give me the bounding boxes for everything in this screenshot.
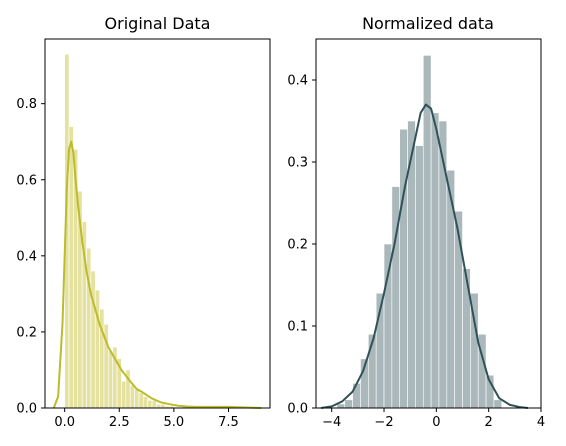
- normalized-data-title: Normalized data: [362, 14, 494, 33]
- normalized-data-y-tick-label: 0.3: [287, 156, 308, 171]
- normalized-data-bars: [336, 55, 503, 409]
- normalized-data-histogram-bar: [430, 112, 440, 409]
- original-data-histogram-bar: [129, 384, 135, 409]
- original-data-histogram-bar: [108, 350, 114, 409]
- normalized-data-histogram-bar: [352, 383, 361, 409]
- original-data-y-tick-label: 0.6: [16, 173, 37, 188]
- normalized-data-y-tick-label: 0.2: [287, 238, 308, 253]
- original-data-title: Original Data: [105, 14, 211, 33]
- original-data-histogram-bar: [147, 400, 153, 409]
- original-data-x-tick-label: 7.5: [218, 415, 239, 430]
- normalized-data-panel: Normalized data −4 −2 0 2 4 0.0 0.1 0.2 0.3 0.4: [287, 14, 545, 430]
- normalized-data-histogram-bar: [415, 145, 424, 409]
- original-data-y-tick-label: 0.2: [16, 325, 37, 340]
- original-data-y-tick-label: 0.8: [16, 97, 37, 112]
- original-data-histogram-bar: [156, 403, 162, 409]
- normalized-data-histogram-bar: [336, 403, 346, 409]
- normalized-data-histogram-bar: [454, 210, 463, 409]
- original-data-histogram-bar: [121, 381, 127, 409]
- original-data-histogram-bar: [138, 392, 144, 409]
- original-data-histogram-bar: [151, 400, 157, 409]
- original-data-x-tick-label: 5.0: [164, 415, 185, 430]
- original-data-panel: Original Data 0.0 2.5 5.0 7.5 0.00.20.40.60…: [16, 14, 271, 430]
- normalized-data-x-tick-label: 4: [537, 415, 545, 430]
- original-data-histogram-bar: [160, 403, 166, 409]
- original-data-kde-curve: [52, 140, 262, 409]
- normalized-data-x-tick-label: 0: [432, 415, 440, 430]
- normalized-data-histogram-bar: [399, 128, 408, 409]
- normalized-data-x-tick-label: −2: [374, 415, 393, 430]
- original-data-histogram-bar: [134, 388, 140, 409]
- normalized-data-x-ticks: −4 −2 0 2 4: [322, 408, 545, 430]
- normalized-data-y-tick-label: 0.1: [287, 320, 308, 335]
- normalized-data-histogram-bar: [383, 243, 393, 409]
- normalized-data-x-tick-label: −4: [322, 415, 341, 430]
- original-data-x-ticks: 0.0 2.5 5.0 7.5: [54, 408, 239, 430]
- normalized-data-y-ticks: 0.0 0.1 0.2 0.3 0.4: [287, 74, 316, 417]
- normalized-data-axes-frame: [315, 38, 542, 409]
- original-data-axes-frame: [44, 38, 271, 409]
- normalized-data-x-tick-label: 2: [485, 415, 493, 430]
- original-data-x-tick-label: 0.0: [54, 415, 75, 430]
- original-data-histogram-bar: [68, 126, 74, 409]
- normalized-data-histogram-bar: [344, 399, 353, 409]
- original-data-y-tick-label: 0.0: [16, 402, 37, 417]
- normalized-data-kde-curve: [321, 103, 529, 409]
- original-data-y-tick-label: 0.4: [16, 249, 37, 264]
- original-data-histogram-bar: [90, 270, 96, 409]
- original-data-x-tick-label: 2.5: [109, 415, 130, 430]
- original-data-histogram-bar: [143, 396, 148, 409]
- original-data-bars: [64, 53, 218, 409]
- normalized-data-histogram-bar: [493, 399, 503, 409]
- normalized-data-y-tick-label: 0.4: [287, 74, 308, 89]
- original-data-y-ticks: 0.0 0.2 0.4 0.6 0.8: [16, 97, 45, 417]
- normalized-data-y-tick-label: 0.0: [287, 402, 308, 417]
